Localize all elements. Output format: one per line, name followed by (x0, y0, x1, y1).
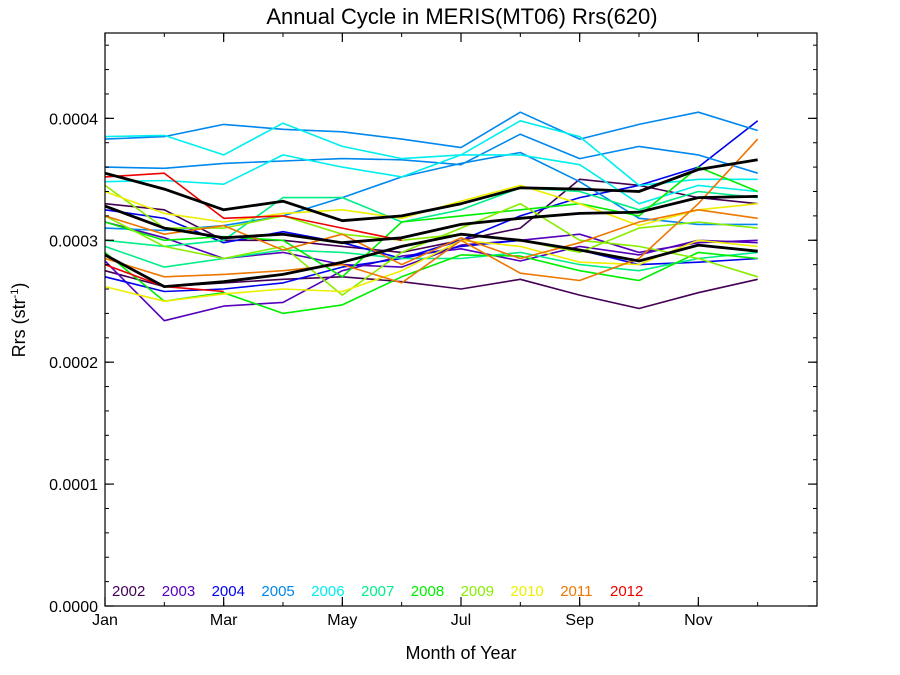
legend-entry: 2007 (361, 583, 394, 600)
series-line-17 (104, 184, 758, 254)
series-line-22 (104, 172, 402, 242)
legend-entry: 2012 (610, 583, 643, 600)
series-line-18 (104, 239, 758, 302)
y-tick-label: 0.0002 (49, 355, 98, 372)
y-tick-label: 0.0000 (49, 599, 98, 616)
legend-entry: 2002 (112, 583, 145, 600)
y-axis-label-main: Rrs (str (9, 298, 29, 357)
series-line-10 (104, 120, 758, 187)
legend: 2002 2003 2004 2005 2006 2007 2008 2009 2010 2011… (112, 583, 643, 600)
x-tick-label: May (327, 612, 357, 629)
y-axis-label-close: ) (9, 283, 29, 289)
series-line-26 (104, 232, 758, 288)
x-tick-label: Jan (92, 612, 118, 629)
series-lines (104, 111, 759, 322)
y-tick-label: 0.0003 (49, 233, 98, 250)
x-tick-label: Mar (210, 612, 238, 629)
series-line-8 (104, 133, 758, 174)
x-tick-label: Jul (451, 612, 471, 629)
series-line-6 (104, 239, 758, 293)
series-line-14 (104, 251, 758, 315)
x-axis-label: Month of Year (405, 643, 516, 663)
legend-entry: 2004 (212, 583, 245, 600)
y-axis-label: Rrs (str-1) (9, 283, 29, 358)
series-line-21 (104, 209, 758, 266)
axis-ticks: Jan Mar May Jul Sep Nov 0.0000 0.0001 0.0002 0.00… (49, 33, 818, 629)
y-axis-label-superscript: -1 (9, 289, 21, 299)
legend-entry: 2008 (411, 583, 444, 600)
series-line-20 (104, 138, 759, 284)
legend-entry: 2006 (311, 583, 344, 600)
legend-entry: 2009 (461, 583, 494, 600)
y-tick-label: 0.0004 (49, 111, 98, 128)
x-tick-label: Sep (565, 612, 594, 629)
series-line-5 (104, 120, 759, 260)
chart-title: Annual Cycle in MERIS(MT06) Rrs(620) (266, 4, 657, 29)
series-line-11 (104, 154, 758, 205)
legend-entry: 2005 (261, 583, 294, 600)
legend-entry: 2011 (560, 583, 592, 600)
series-line-7 (104, 111, 758, 149)
series-line-25 (104, 195, 758, 245)
series-line-24 (104, 158, 758, 223)
x-tick-label: Nov (684, 612, 712, 629)
y-tick-label: 0.0001 (49, 477, 98, 494)
plot-frame (104, 32, 818, 607)
legend-entry: 2010 (510, 583, 543, 600)
legend-entry: 2003 (162, 583, 195, 600)
series-line-13 (104, 245, 758, 272)
